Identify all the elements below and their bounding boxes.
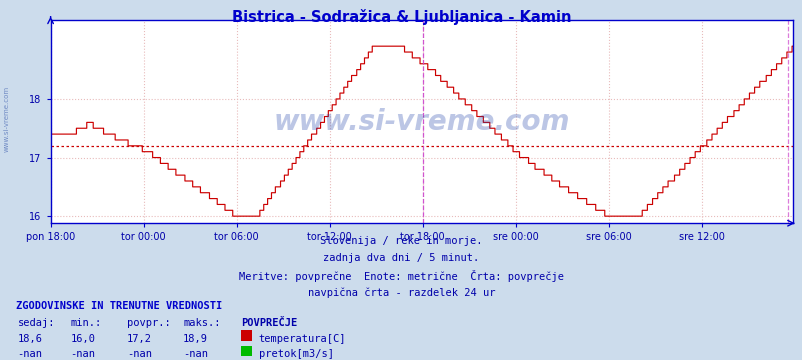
Text: temperatura[C]: temperatura[C]	[258, 334, 346, 344]
Text: 18,6: 18,6	[18, 334, 43, 344]
Text: -nan: -nan	[71, 349, 95, 359]
Text: povpr.:: povpr.:	[127, 318, 170, 328]
Text: www.si-vreme.com: www.si-vreme.com	[273, 108, 569, 135]
Text: Slovenija / reke in morje.: Slovenija / reke in morje.	[320, 236, 482, 246]
Text: -nan: -nan	[18, 349, 43, 359]
Text: ZGODOVINSKE IN TRENUTNE VREDNOSTI: ZGODOVINSKE IN TRENUTNE VREDNOSTI	[16, 301, 222, 311]
Text: maks.:: maks.:	[183, 318, 221, 328]
Text: POVPREČJE: POVPREČJE	[241, 318, 297, 328]
Text: sedaj:: sedaj:	[18, 318, 55, 328]
Text: Bistrica - Sodražica & Ljubljanica - Kamin: Bistrica - Sodražica & Ljubljanica - Kam…	[232, 9, 570, 25]
Text: navpična črta - razdelek 24 ur: navpična črta - razdelek 24 ur	[307, 288, 495, 298]
Text: min.:: min.:	[71, 318, 102, 328]
Text: zadnja dva dni / 5 minut.: zadnja dva dni / 5 minut.	[323, 253, 479, 263]
Text: www.si-vreme.com: www.si-vreme.com	[3, 86, 10, 152]
Text: Meritve: povprečne  Enote: metrične  Črta: povprečje: Meritve: povprečne Enote: metrične Črta:…	[239, 270, 563, 282]
Text: pretok[m3/s]: pretok[m3/s]	[258, 349, 333, 359]
Text: 16,0: 16,0	[71, 334, 95, 344]
Text: 17,2: 17,2	[127, 334, 152, 344]
Text: -nan: -nan	[127, 349, 152, 359]
Text: 18,9: 18,9	[183, 334, 208, 344]
Text: -nan: -nan	[183, 349, 208, 359]
